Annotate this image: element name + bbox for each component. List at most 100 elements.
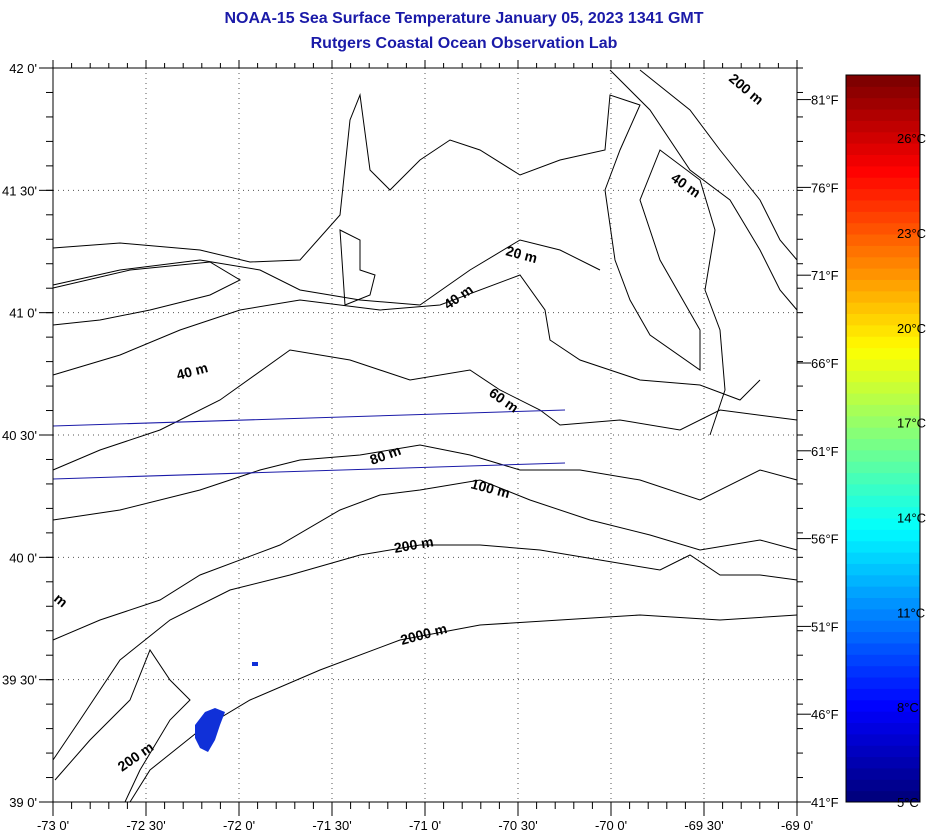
colorbar-swatch [846, 745, 920, 758]
colorbar-swatch [846, 370, 920, 383]
colorbar-swatch [846, 449, 920, 462]
colorbar-swatch [846, 461, 920, 474]
contour-60m [52, 349, 798, 471]
colorbar-swatch [846, 143, 920, 156]
contour-label: 200 m [726, 70, 767, 108]
colorbar-swatch [846, 279, 920, 292]
colorbar-swatch [846, 427, 920, 439]
colorbar-swatch [846, 358, 920, 371]
colorbar-swatch [846, 324, 920, 337]
fahrenheit-tick-label: 51°F [811, 619, 839, 634]
celsius-tick-label: 17°C [897, 416, 926, 431]
colorbar: 5°C 8°C 11°C 14°C 17°C 20°C 23°C 26°C [845, 74, 926, 810]
colorbar-swatch [846, 415, 920, 428]
lon-tick-label: -72 0' [223, 818, 255, 832]
fahrenheit-tick-label: 76°F [811, 180, 839, 195]
colorbar-swatch [846, 211, 920, 224]
colorbar-swatch [846, 688, 920, 701]
lon-tick-label: -69 30' [684, 818, 723, 832]
colorbar-swatch [846, 165, 920, 178]
lat-tick-label: 40 0' [9, 550, 37, 565]
colorbar-swatch [846, 665, 920, 678]
colorbar-swatch [846, 654, 920, 667]
contour-label: 40 m [441, 281, 476, 312]
colorbar-swatch [846, 222, 920, 235]
graticule [53, 68, 797, 802]
satellite-track-line [52, 462, 566, 480]
lon-tick-label: -71 0' [409, 818, 441, 832]
colorbar-swatch [846, 518, 920, 530]
colorbar-swatch [846, 495, 920, 508]
colorbar-swatch [846, 574, 920, 587]
celsius-tick-label: 14°C [897, 511, 926, 526]
colorbar-swatch [846, 756, 920, 769]
axes: -73 0' -72 30' -72 0' -71 30' -71 0' -70 30' -… [2, 60, 839, 832]
lat-tick-label: 40 30' [2, 428, 37, 443]
colorbar-swatch [846, 711, 920, 723]
colorbar-swatch [846, 779, 920, 792]
contour-label: 20 m [504, 242, 539, 266]
lon-tick-label: -70 0' [595, 818, 627, 832]
contour-label: m [51, 590, 71, 610]
colorbar-swatch [846, 677, 920, 689]
fahrenheit-tick-label: 81°F [811, 93, 839, 108]
satellite-track-line [52, 409, 566, 427]
colorbar-swatch [846, 245, 920, 258]
sst-pixels [195, 662, 258, 752]
contour-40m [52, 274, 761, 401]
celsius-tick-label: 5°C [897, 795, 919, 810]
colorbar-swatch [846, 597, 920, 610]
colorbar-swatch [846, 347, 920, 360]
lat-tick-label: 39 30' [2, 673, 37, 688]
lat-tick-label: 41 0' [9, 306, 37, 321]
bathymetry-contours [52, 69, 798, 803]
colorbar-swatch [846, 790, 920, 803]
celsius-tick-label: 8°C [897, 700, 919, 715]
colorbar-swatch [846, 302, 920, 315]
contour-100m [52, 479, 798, 641]
celsius-tick-label: 23°C [897, 226, 926, 241]
contour-200m-sw [54, 648, 191, 803]
colorbar-swatch [846, 381, 920, 394]
colorbar-swatch [846, 199, 920, 212]
contour-2000m [129, 614, 798, 803]
contour-80m [52, 444, 798, 521]
colorbar-swatch [846, 120, 920, 133]
celsius-tick-label: 11°C [897, 605, 925, 620]
contour-20m [52, 239, 601, 306]
colorbar-swatch [846, 131, 920, 144]
colorbar-swatch [846, 552, 920, 564]
colorbar-swatch [846, 699, 920, 712]
colorbar-swatch [846, 529, 920, 542]
colorbar-swatch [846, 620, 920, 633]
lat-tick-label: 42 0' [9, 61, 37, 76]
colorbar-swatch [846, 75, 920, 87]
map-title: NOAA-15 Sea Surface Temperature January … [224, 10, 704, 27]
coastline [52, 93, 726, 436]
contour-label: 100 m [469, 475, 511, 501]
lon-tick-label: -72 30' [126, 818, 165, 832]
colorbar-swatch [846, 313, 920, 326]
colorbar-swatch [846, 109, 920, 121]
colorbar-swatch [846, 767, 920, 780]
colorbar-swatch [846, 563, 920, 576]
lon-tick-label: -71 30' [312, 818, 351, 832]
colorbar-swatch [846, 733, 920, 746]
colorbar-swatch [846, 631, 920, 644]
celsius-tick-label: 20°C [897, 321, 926, 336]
lon-tick-label: -69 0' [781, 818, 813, 832]
lat-tick-label: 41 30' [2, 183, 37, 198]
colorbar-swatch [846, 86, 920, 99]
map-subtitle: Rutgers Coastal Ocean Observation Lab [310, 35, 618, 52]
lon-tick-label: -73 0' [37, 818, 69, 832]
colorbar-swatch [846, 540, 920, 553]
fahrenheit-tick-label: 56°F [811, 532, 839, 547]
contour-label: 200 m [393, 533, 435, 556]
island-contour [52, 261, 242, 326]
colorbar-swatch [846, 642, 920, 655]
contour-label: 40 m [175, 359, 210, 383]
fahrenheit-tick-label: 41°F [811, 795, 839, 810]
colorbar-swatch [846, 154, 920, 167]
contour-200m-ne [639, 69, 798, 261]
contour-label: 200 m [115, 739, 157, 775]
